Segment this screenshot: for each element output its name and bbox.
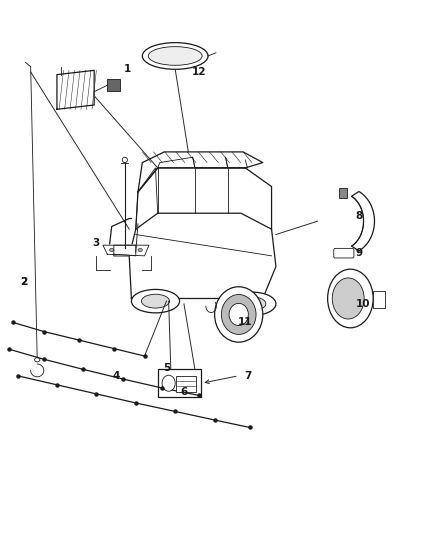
FancyBboxPatch shape	[176, 376, 196, 392]
Ellipse shape	[148, 47, 202, 65]
Text: 6: 6	[180, 387, 187, 397]
FancyBboxPatch shape	[158, 369, 201, 397]
Ellipse shape	[35, 358, 40, 362]
Polygon shape	[57, 70, 94, 109]
Ellipse shape	[141, 294, 170, 308]
Text: 12: 12	[192, 67, 207, 77]
Ellipse shape	[142, 43, 208, 69]
FancyBboxPatch shape	[107, 79, 120, 91]
Ellipse shape	[228, 292, 276, 316]
Ellipse shape	[131, 289, 180, 313]
Text: 2: 2	[21, 278, 28, 287]
Ellipse shape	[332, 278, 364, 319]
Ellipse shape	[122, 157, 127, 163]
Text: 7: 7	[244, 371, 251, 381]
Text: 10: 10	[356, 299, 371, 309]
Ellipse shape	[215, 287, 263, 342]
FancyBboxPatch shape	[339, 188, 347, 198]
Text: 5: 5	[163, 363, 170, 373]
Text: 4: 4	[113, 371, 120, 381]
Text: 8: 8	[356, 211, 363, 221]
Ellipse shape	[221, 295, 256, 334]
Ellipse shape	[138, 248, 142, 252]
Ellipse shape	[238, 297, 266, 311]
Text: 11: 11	[238, 318, 253, 327]
Ellipse shape	[328, 269, 373, 328]
Text: 9: 9	[356, 248, 363, 258]
Ellipse shape	[229, 303, 248, 326]
Text: 3: 3	[93, 238, 100, 247]
FancyBboxPatch shape	[334, 248, 354, 258]
Polygon shape	[103, 245, 149, 256]
Polygon shape	[114, 245, 136, 256]
Ellipse shape	[162, 375, 175, 391]
Text: 1: 1	[124, 64, 131, 74]
FancyBboxPatch shape	[373, 291, 385, 308]
Polygon shape	[352, 191, 374, 251]
Ellipse shape	[110, 248, 114, 252]
Text: 2: 2	[21, 278, 28, 287]
